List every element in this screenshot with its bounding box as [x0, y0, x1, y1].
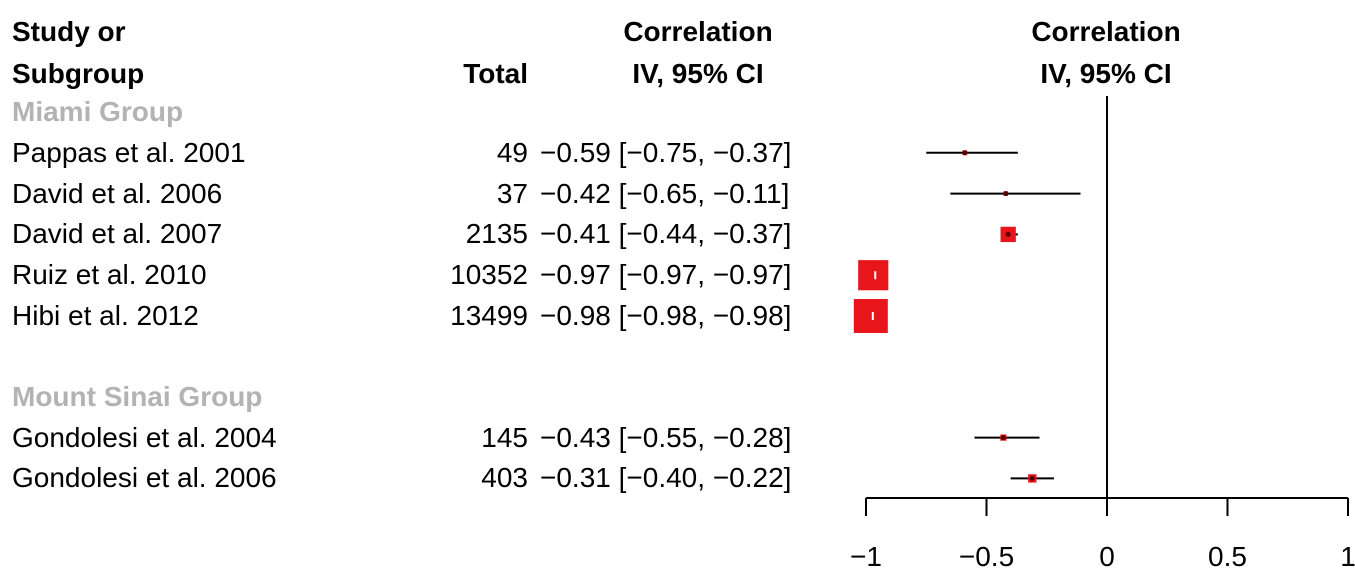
header-study-line1: Study or: [12, 16, 126, 47]
study-total: 145: [481, 421, 528, 453]
study-ci-text: −0.42 [−0.65, −0.11]: [540, 177, 790, 209]
group-label: Miami Group: [12, 96, 184, 127]
x-tick-label: 1: [1340, 541, 1355, 572]
study-ci-text: −0.98 [−0.98, −0.98]: [540, 300, 792, 331]
group-label: Mount Sinai Group: [12, 380, 263, 412]
study-total: 403: [481, 462, 528, 494]
study-total: 49: [496, 136, 528, 168]
study-ci-text: −0.31 [−0.40, −0.22]: [540, 462, 792, 494]
header-correlation-line1: Correlation: [623, 16, 773, 47]
point-estimate-dot: [1000, 435, 1006, 441]
study-ci-text: −0.97 [−0.97, −0.97]: [540, 259, 792, 291]
study-name: David et al. 2006: [12, 177, 223, 209]
study-name: Hibi et al. 2012: [12, 300, 199, 331]
study-ci-text: −0.43 [−0.55, −0.28]: [540, 421, 792, 453]
x-tick-label: −1: [850, 541, 882, 572]
study-name: Gondolesi et al. 2006: [12, 462, 277, 494]
x-tick-label: 0: [1099, 541, 1115, 572]
header-total: Total: [463, 58, 528, 89]
x-tick-label: −0.5: [959, 541, 1014, 572]
study-total: 10352: [450, 259, 528, 291]
study-total: 2135: [465, 218, 528, 250]
plot-header-line1: Correlation: [1031, 16, 1181, 47]
point-estimate-box: [858, 260, 889, 291]
header-study-line2: Subgroup: [12, 58, 145, 89]
point-estimate-dot: [1003, 191, 1009, 197]
study-name: Ruiz et al. 2010: [12, 259, 207, 291]
study-ci-text: −0.41 [−0.44, −0.37]: [540, 218, 792, 250]
x-tick-label: 0.5: [1208, 541, 1247, 572]
plot-header-line2: IV, 95% CI: [1040, 58, 1172, 89]
point-estimate-dot: [1005, 231, 1011, 237]
point-estimate-dot: [1029, 475, 1035, 481]
study-total: 13499: [450, 300, 528, 331]
study-name: Pappas et al. 2001: [12, 136, 246, 168]
study-ci-text: −0.59 [−0.75, −0.37]: [540, 136, 792, 168]
study-name: Gondolesi et al. 2004: [12, 421, 277, 453]
point-estimate-box: [853, 299, 888, 333]
study-name: David et al. 2007: [12, 218, 223, 250]
header-correlation-line2: IV, 95% CI: [632, 58, 764, 89]
study-total: 37: [496, 177, 528, 209]
point-estimate-dot: [962, 150, 968, 156]
